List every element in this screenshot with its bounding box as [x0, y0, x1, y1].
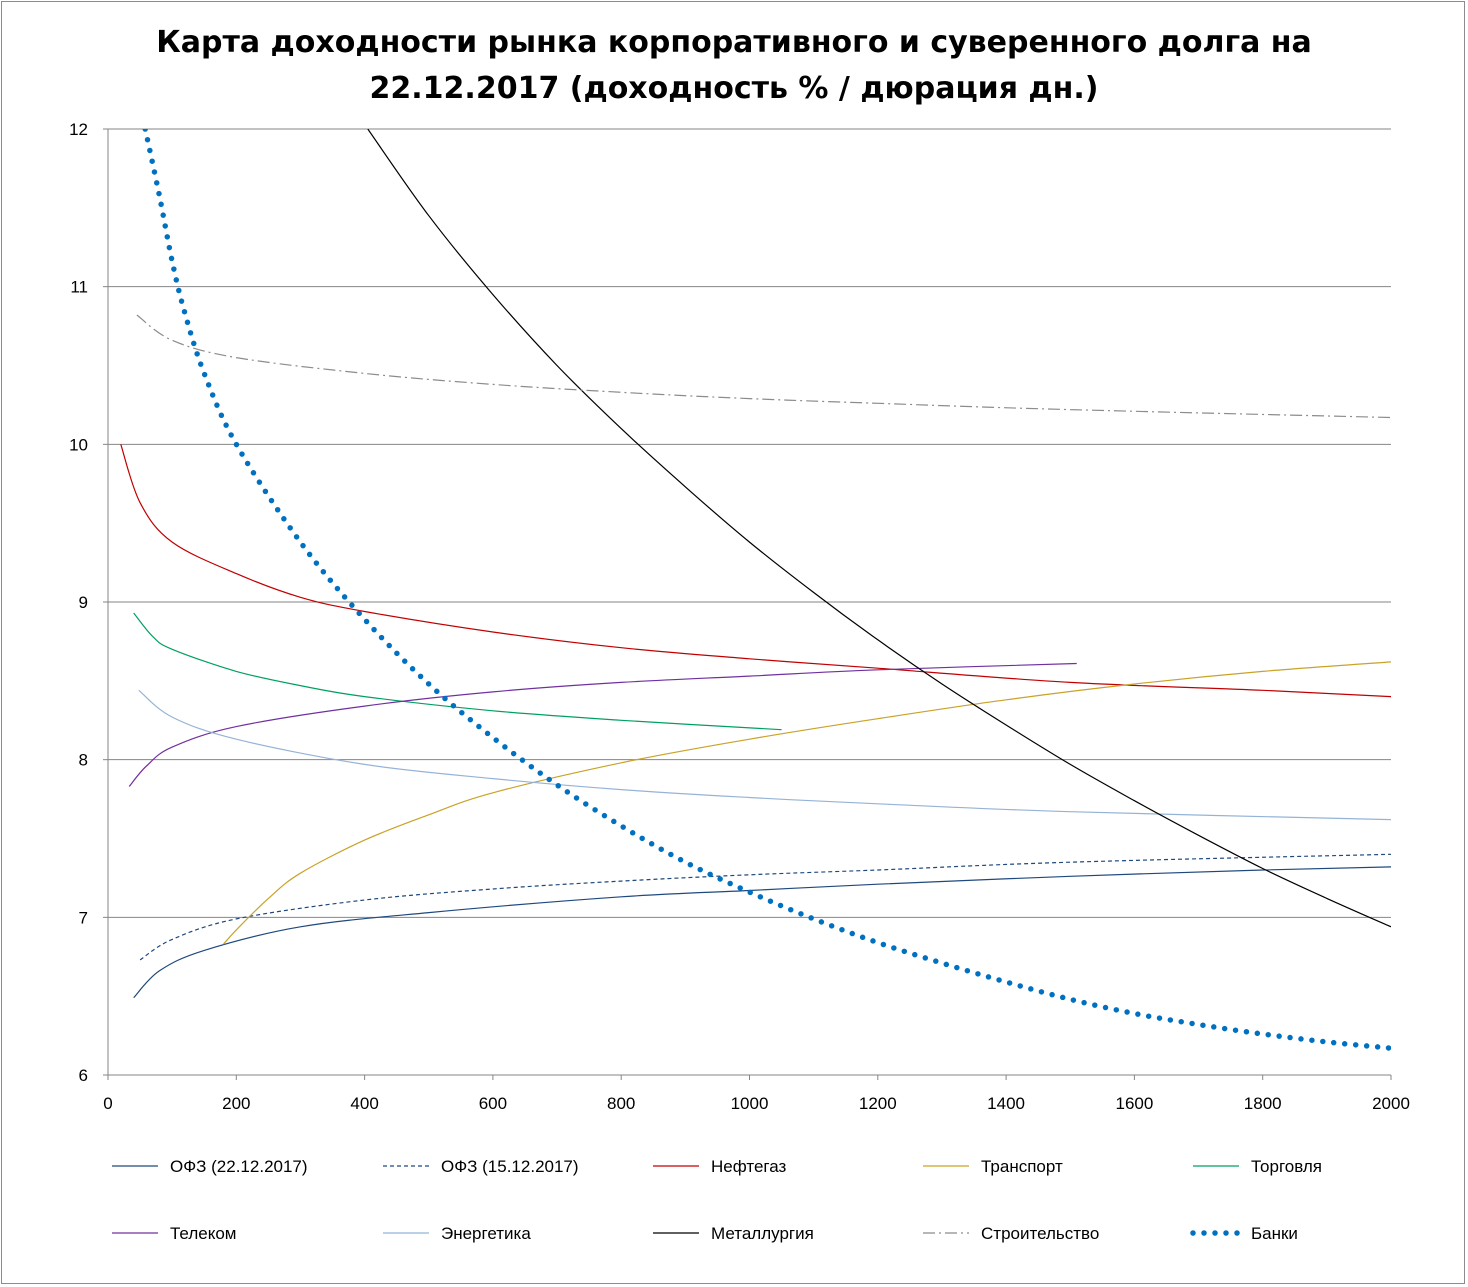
y-tick-label-6: 12 — [69, 120, 88, 139]
x-tick-label-1: 200 — [222, 1094, 250, 1113]
y-tick-label-3: 9 — [79, 593, 88, 612]
x-tick-label-2: 400 — [350, 1094, 378, 1113]
x-tick-label-9: 1800 — [1244, 1094, 1282, 1113]
series-line-7 — [367, 129, 1391, 928]
chart-title-line1: Карта доходности рынка корпоративного и … — [156, 25, 1312, 60]
legend-label-9: Банки — [1251, 1224, 1298, 1243]
series-group — [120, 129, 1391, 1051]
legend-label-4: Торговля — [1251, 1157, 1322, 1176]
legend: ОФЗ (22.12.2017) ОФЗ (15.12.2017) Нефтегаз… — [112, 1157, 1322, 1243]
series-line-9 — [142, 129, 1391, 1051]
x-tick-label-6: 1200 — [859, 1094, 897, 1113]
y-tick-label-4: 10 — [69, 435, 88, 454]
y-tick-label-1: 7 — [79, 908, 88, 927]
series-line-0 — [133, 866, 1391, 999]
series-line-2 — [120, 444, 1391, 698]
x-tick-label-10: 2000 — [1372, 1094, 1410, 1113]
legend-label-5: Телеком — [170, 1224, 236, 1243]
legend-label-1: ОФЗ (15.12.2017) — [441, 1157, 579, 1176]
y-tick-label-0: 6 — [79, 1066, 88, 1085]
series-line-5 — [128, 662, 1077, 787]
x-tick-label-8: 1600 — [1115, 1094, 1153, 1113]
x-tick-label-0: 0 — [103, 1094, 112, 1113]
legend-label-6: Энергетика — [441, 1224, 531, 1243]
tick-labels: 6 7 8 9 10 11 12 0 200 400 600 800 1000 1200 1400 1600 1… — [69, 120, 1410, 1113]
series-line-8 — [136, 314, 1391, 419]
x-tick-label-5: 1000 — [731, 1094, 769, 1113]
y-tick-label-5: 11 — [70, 278, 88, 297]
series-line-1 — [139, 853, 1391, 961]
grid-lines — [108, 128, 1391, 918]
series-line-6 — [138, 689, 1391, 821]
y-tick-label-2: 8 — [79, 751, 88, 770]
x-tick-label-7: 1400 — [987, 1094, 1025, 1113]
series-line-4 — [133, 612, 782, 731]
legend-label-0: ОФЗ (22.12.2017) — [170, 1157, 308, 1176]
legend-label-8: Строительство — [981, 1224, 1099, 1243]
x-tick-label-3: 600 — [479, 1094, 507, 1113]
legend-label-7: Металлургия — [711, 1224, 814, 1243]
legend-label-3: Транспорт — [981, 1157, 1063, 1176]
series-line-3 — [223, 661, 1391, 945]
chart-title-line2: 22.12.2017 (доходность % / дюрация дн.) — [369, 71, 1099, 106]
legend-label-2: Нефтегаз — [711, 1157, 786, 1176]
x-tick-label-4: 800 — [607, 1094, 635, 1113]
